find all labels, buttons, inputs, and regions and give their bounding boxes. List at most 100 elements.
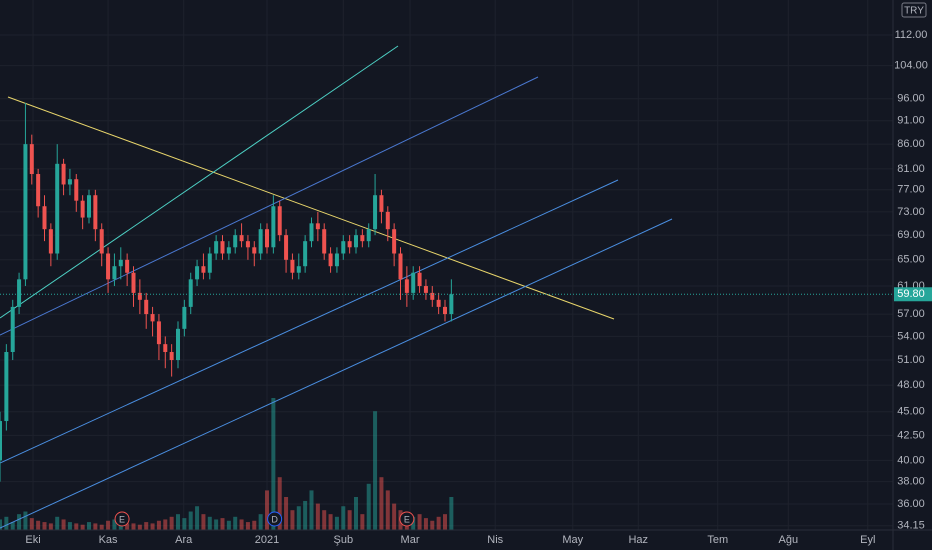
candle-body (366, 229, 371, 242)
volume-bar (341, 506, 346, 530)
candle-body (182, 306, 187, 329)
volume-bar (226, 520, 231, 530)
candle-body (195, 266, 200, 280)
candle-body (207, 253, 212, 273)
y-tick-label: 112.00 (895, 29, 928, 41)
x-tick-label: 2021 (255, 534, 279, 546)
volume-bar (220, 518, 225, 530)
candle-body (303, 241, 308, 267)
candle-body (156, 321, 161, 345)
y-tick-label: 77.00 (897, 184, 925, 196)
candle-body (373, 195, 378, 230)
candle-body (354, 235, 358, 248)
volume-bar (207, 516, 212, 530)
y-tick-label: 86.00 (897, 138, 925, 150)
volume-bar (271, 398, 276, 530)
candle-body (226, 247, 231, 254)
y-tick-label: 42.50 (897, 429, 925, 441)
volume-bar (296, 506, 301, 530)
candle-body (150, 314, 155, 322)
candle-body (29, 144, 34, 175)
volume-bar (74, 523, 79, 530)
candle-body (277, 206, 282, 236)
currency-box (901, 2, 927, 18)
y-tick-label: 48.00 (897, 379, 925, 391)
candle-body (112, 266, 117, 280)
volume-bar (144, 522, 149, 530)
event-marker (267, 511, 283, 527)
x-tick-label: Nis (487, 534, 503, 546)
candle-body (379, 195, 384, 212)
y-tick-label: 73.00 (897, 206, 925, 218)
event-marker (114, 511, 130, 527)
candle-body (80, 200, 85, 218)
candle-body (131, 272, 136, 293)
candle-body (328, 253, 333, 267)
candle-body (99, 229, 104, 254)
volume-bar (347, 510, 352, 530)
y-tick-label: 91.00 (897, 115, 925, 127)
candle-body (0, 421, 2, 461)
candle-body (296, 266, 301, 273)
candle-body (284, 235, 289, 260)
candle-body (233, 235, 238, 248)
trend-line (0, 45, 399, 319)
candle-body (411, 272, 416, 293)
volume-bar (188, 511, 193, 530)
candle-body (398, 253, 403, 280)
candle-body (48, 229, 53, 254)
volume-bar (0, 519, 2, 530)
event-label: E (404, 514, 410, 524)
volume-bar (182, 518, 187, 530)
x-tick-label: Eyl (860, 534, 875, 546)
volume-bar (239, 519, 244, 530)
x-tick-label: Ara (175, 534, 193, 546)
currency: TRY (904, 6, 924, 17)
x-tick-label: Haz (628, 534, 648, 546)
volume-bar (328, 514, 333, 530)
trend-line (0, 179, 619, 464)
x-tick-label: Mar (401, 534, 420, 546)
volume-bar (252, 520, 257, 530)
volume-bar (93, 523, 98, 530)
event-label: E (119, 514, 125, 524)
candle-body (265, 229, 269, 248)
y-tick-label: 81.00 (897, 163, 925, 175)
candle-body (220, 241, 225, 254)
candle-body (436, 299, 441, 307)
candle-body (423, 286, 428, 293)
candle-body (61, 163, 66, 185)
volume-bar (112, 519, 117, 530)
volume-bar (36, 520, 41, 530)
x-tick-label: May (562, 534, 583, 546)
volume-bar (214, 519, 219, 530)
candle-body (144, 299, 149, 315)
volume-bar (392, 503, 397, 530)
volume-bar (137, 524, 142, 530)
volume-bar (131, 523, 136, 530)
y-tick-label: 45.00 (897, 406, 925, 418)
volume-bar (366, 483, 371, 530)
volume-bar (55, 516, 60, 530)
y-tick-label: 54.00 (897, 330, 925, 342)
candle-body (118, 259, 123, 267)
event-label: D (271, 514, 278, 524)
candle-body (443, 306, 447, 315)
candle-body (10, 306, 15, 353)
y-tick-label: 36.00 (897, 498, 925, 510)
candle-body (201, 266, 206, 273)
candle-body (169, 352, 174, 361)
candle-body (176, 328, 180, 361)
last-price-label: 59.80 (897, 288, 925, 300)
y-tick-label: 38.00 (897, 476, 925, 488)
event-marker (399, 511, 415, 527)
volume-bar (385, 490, 390, 530)
x-tick-label: Şub (333, 534, 353, 546)
volume-bar (80, 524, 85, 530)
grid (0, 0, 893, 530)
y-tick-label: 104.00 (894, 60, 928, 72)
volume-bar (423, 518, 428, 530)
candle-body (245, 241, 250, 248)
